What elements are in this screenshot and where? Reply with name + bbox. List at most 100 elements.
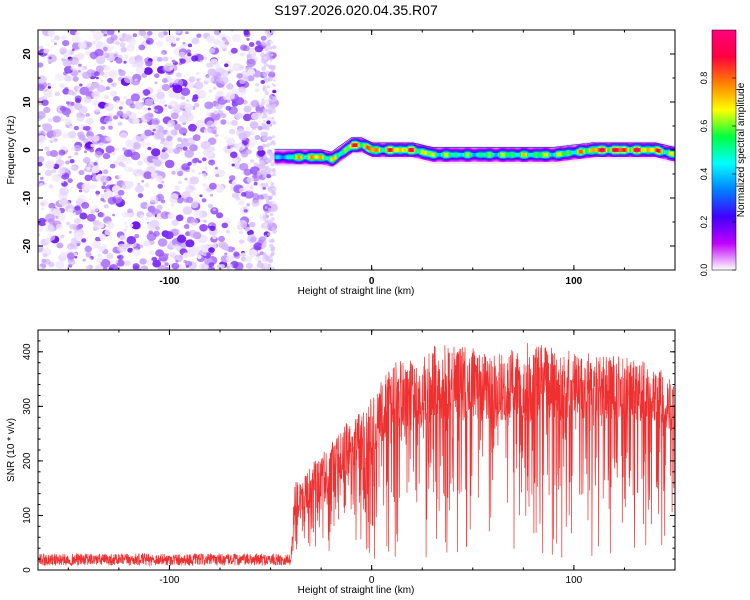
noise-blob xyxy=(82,126,88,131)
track-segment xyxy=(631,148,634,152)
noise-blob xyxy=(124,260,131,267)
noise-blob xyxy=(181,85,185,89)
noise-blob xyxy=(203,219,207,223)
noise-blob xyxy=(270,174,273,177)
noise-blob xyxy=(143,240,151,247)
noise-blob xyxy=(38,265,42,270)
noise-blob xyxy=(235,142,245,151)
noise-blob xyxy=(226,137,236,146)
noise-blob xyxy=(224,252,228,256)
noise-blob xyxy=(139,244,144,248)
track-segment xyxy=(494,153,497,157)
track-segment xyxy=(313,155,316,159)
noise-blob xyxy=(195,119,206,129)
noise-blob xyxy=(131,63,136,68)
noise-blob xyxy=(98,246,105,252)
track-segment xyxy=(496,153,499,157)
noise-blob xyxy=(171,170,176,175)
noise-blob xyxy=(270,251,275,256)
noise-blob xyxy=(177,170,184,177)
noise-blob xyxy=(132,263,140,270)
noise-blob xyxy=(69,185,74,189)
noise-blob xyxy=(215,173,220,178)
y-tick-label: 10 xyxy=(22,96,33,108)
noise-blob xyxy=(241,192,247,197)
noise-blob xyxy=(157,238,168,247)
noise-blob xyxy=(270,182,275,186)
noise-blob xyxy=(52,115,61,123)
track-segment xyxy=(658,149,661,153)
noise-blob xyxy=(70,165,78,172)
track-segment xyxy=(630,148,633,152)
noise-blob xyxy=(151,117,161,126)
track-segment xyxy=(514,153,517,157)
noise-blob xyxy=(257,125,263,131)
noise-blob xyxy=(208,223,212,226)
noise-blob xyxy=(73,144,82,152)
noise-blob xyxy=(269,220,272,223)
track-segment xyxy=(385,148,388,152)
noise-blob xyxy=(233,162,242,169)
noise-blob xyxy=(196,254,202,260)
noise-blob xyxy=(144,217,149,220)
track-segment xyxy=(513,153,516,157)
noise-blob xyxy=(199,194,203,198)
noise-blob xyxy=(186,99,190,103)
track-segment xyxy=(358,143,361,147)
noise-blob xyxy=(249,236,257,243)
noise-blob xyxy=(95,65,104,73)
track-segment xyxy=(490,153,493,157)
noise-blob xyxy=(38,233,41,237)
track-segment xyxy=(275,155,278,159)
noise-blob xyxy=(121,211,129,218)
track-segment xyxy=(648,148,651,152)
noise-blob xyxy=(144,112,154,121)
track-segment xyxy=(329,157,332,161)
noise-blob xyxy=(178,127,188,135)
noise-blob xyxy=(239,163,249,171)
track-segment xyxy=(662,150,666,154)
y-tick-label: 300 xyxy=(22,398,33,415)
noise-blob xyxy=(226,83,234,90)
track-segment xyxy=(503,153,507,157)
noise-blob xyxy=(140,201,149,210)
noise-blob xyxy=(74,205,81,211)
track-segment xyxy=(371,148,374,152)
noise-blob xyxy=(257,194,264,201)
noise-blob xyxy=(147,205,156,213)
noise-blob xyxy=(269,151,274,157)
noise-blob xyxy=(76,115,85,122)
noise-blob xyxy=(83,150,88,154)
track-segment xyxy=(579,150,582,154)
track-segment xyxy=(429,152,433,156)
x-tick-label: 0 xyxy=(369,276,375,287)
track-segment xyxy=(450,153,453,157)
noise-blob xyxy=(209,193,214,197)
noise-blob xyxy=(254,45,264,53)
noise-blob xyxy=(201,198,207,203)
track-segment xyxy=(478,153,481,157)
track-segment xyxy=(520,153,524,157)
noise-blob xyxy=(104,191,114,199)
noise-blob xyxy=(189,144,198,152)
track-segment xyxy=(352,143,355,147)
noise-blob xyxy=(103,52,110,59)
noise-blob xyxy=(123,54,129,59)
noise-blob xyxy=(108,267,114,270)
track-segment xyxy=(489,153,492,157)
noise-blob xyxy=(78,189,83,193)
noise-blob xyxy=(268,239,272,243)
noise-blob xyxy=(117,243,127,253)
track-segment xyxy=(635,148,638,152)
track-segment xyxy=(619,148,622,152)
noise-blob xyxy=(98,212,105,218)
noise-blob xyxy=(149,195,159,203)
noise-blob xyxy=(184,149,194,158)
track-segment xyxy=(586,149,589,153)
noise-blob xyxy=(267,85,270,88)
noise-blob xyxy=(38,218,47,227)
noise-blob xyxy=(150,172,158,178)
track-segment xyxy=(560,152,564,156)
track-segment xyxy=(317,155,320,159)
